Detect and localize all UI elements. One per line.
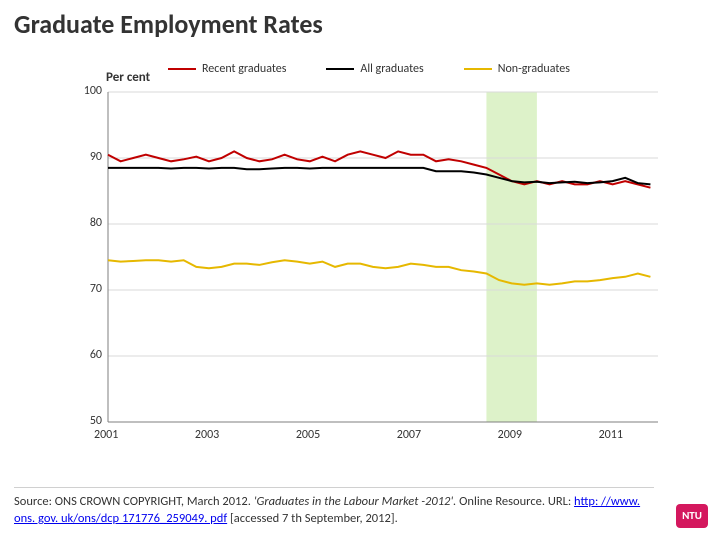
y-tick-label: 60 — [90, 348, 102, 362]
y-tick-label: 50 — [90, 414, 102, 428]
series-line — [108, 260, 650, 284]
legend-swatch — [168, 68, 196, 70]
y-tick-label: 70 — [90, 282, 102, 296]
y-tick-label: 80 — [90, 216, 102, 230]
legend-swatch — [464, 68, 492, 70]
legend-item: All graduates — [326, 62, 423, 76]
x-tick-label: 2007 — [397, 428, 421, 442]
legend-label: Non-graduates — [498, 62, 570, 76]
chart-legend: Recent graduates All graduates Non-graduat… — [168, 62, 570, 76]
y-axis-label: Per cent — [106, 70, 150, 85]
x-tick-label: 2003 — [195, 428, 219, 442]
y-tick-label: 90 — [90, 150, 102, 164]
legend-label: All graduates — [360, 62, 423, 76]
series-line — [108, 168, 650, 185]
source-suffix: [accessed 7 th September, 2012]. — [227, 511, 398, 526]
legend-item: Recent graduates — [168, 62, 286, 76]
legend-swatch — [326, 68, 354, 70]
source-citation: Source: ONS CROWN COPYRIGHT, March 2012.… — [14, 487, 654, 528]
x-tick-label: 2009 — [498, 428, 522, 442]
source-prefix: Source: ONS CROWN COPYRIGHT, March 2012. — [14, 494, 254, 509]
page-title: Graduate Employment Rates — [14, 8, 323, 40]
legend-label: Recent graduates — [202, 62, 286, 76]
source-mid: Online Resource. URL: — [456, 494, 574, 509]
x-tick-label: 2011 — [599, 428, 623, 442]
ntu-logo: NTU — [676, 504, 708, 528]
source-title: 'Graduates in the Labour Market -2012'. — [254, 494, 457, 509]
legend-item: Non-graduates — [464, 62, 570, 76]
x-tick-label: 2005 — [296, 428, 320, 442]
y-tick-label: 100 — [84, 84, 102, 98]
highlight-band — [486, 92, 536, 422]
x-tick-label: 2001 — [94, 428, 118, 442]
line-chart — [108, 92, 658, 422]
